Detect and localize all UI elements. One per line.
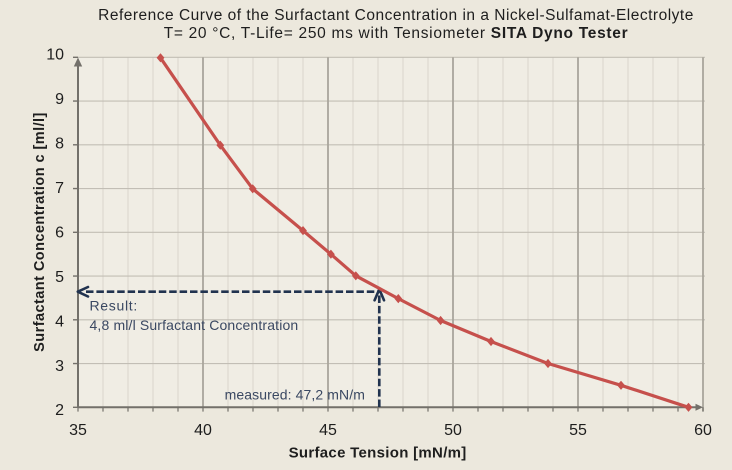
svg-text:3: 3 [55,358,64,375]
svg-text:10: 10 [46,47,64,64]
svg-text:Result:: Result: [90,298,138,314]
svg-text:Reference Curve of the Surfact: Reference Curve of the Surfactant Concen… [98,7,694,24]
svg-text:7: 7 [55,180,64,197]
svg-text:Surface Tension [mN/m]: Surface Tension [mN/m] [289,445,467,462]
svg-text:6: 6 [55,224,64,241]
svg-text:9: 9 [55,91,64,108]
svg-text:2: 2 [55,402,64,419]
svg-text:40: 40 [194,422,212,439]
svg-text:T= 20 °C, T-Life= 250 ms with: T= 20 °C, T-Life= 250 ms with Tensiomete… [164,25,629,42]
svg-text:45: 45 [319,422,337,439]
svg-text:8: 8 [55,135,64,152]
svg-text:4,8 ml/l Surfactant Concentrat: 4,8 ml/l Surfactant Concentration [90,317,299,333]
svg-text:4: 4 [55,313,64,330]
svg-text:35: 35 [69,422,87,439]
svg-text:measured: 47,2 mN/m: measured: 47,2 mN/m [225,386,365,402]
svg-text:55: 55 [569,422,587,439]
svg-text:Surfactant Concentration c [ml: Surfactant Concentration c [ml/l] [32,112,48,352]
svg-text:60: 60 [694,422,712,439]
svg-text:50: 50 [444,422,462,439]
svg-text:5: 5 [55,269,64,286]
